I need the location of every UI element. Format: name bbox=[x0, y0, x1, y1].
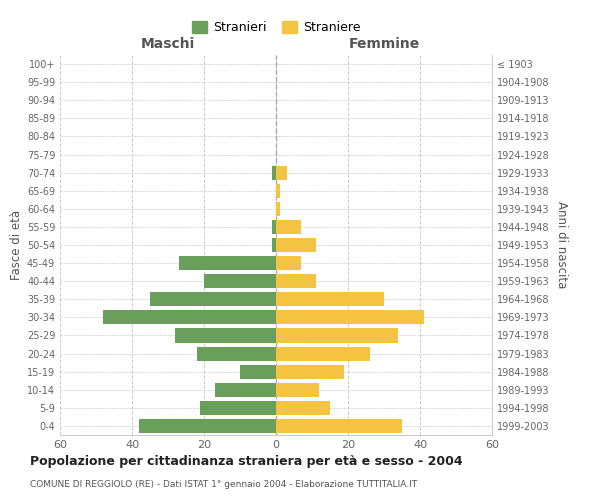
Y-axis label: Anni di nascita: Anni di nascita bbox=[555, 202, 568, 288]
Bar bbox=[276, 328, 398, 342]
Bar bbox=[276, 382, 319, 397]
Bar bbox=[276, 220, 301, 234]
Bar bbox=[272, 166, 276, 179]
Bar bbox=[276, 310, 424, 324]
Bar bbox=[276, 292, 384, 306]
Bar bbox=[276, 419, 402, 433]
Bar bbox=[276, 364, 344, 378]
Bar bbox=[150, 292, 276, 306]
Bar bbox=[215, 382, 276, 397]
Bar bbox=[276, 202, 280, 216]
Bar bbox=[272, 220, 276, 234]
Bar bbox=[276, 274, 316, 288]
Bar bbox=[276, 401, 330, 415]
Bar bbox=[240, 364, 276, 378]
Y-axis label: Fasce di età: Fasce di età bbox=[10, 210, 23, 280]
Bar bbox=[276, 238, 316, 252]
Legend: Stranieri, Straniere: Stranieri, Straniere bbox=[188, 18, 364, 38]
Bar bbox=[197, 346, 276, 360]
Bar bbox=[103, 310, 276, 324]
Bar bbox=[276, 166, 287, 179]
Bar bbox=[200, 401, 276, 415]
Bar bbox=[204, 274, 276, 288]
Bar bbox=[179, 256, 276, 270]
Text: Popolazione per cittadinanza straniera per età e sesso - 2004: Popolazione per cittadinanza straniera p… bbox=[30, 455, 463, 468]
Text: Femmine: Femmine bbox=[349, 38, 419, 52]
Bar bbox=[276, 346, 370, 360]
Text: COMUNE DI REGGIOLO (RE) - Dati ISTAT 1° gennaio 2004 - Elaborazione TUTTITALIA.I: COMUNE DI REGGIOLO (RE) - Dati ISTAT 1° … bbox=[30, 480, 417, 489]
Bar bbox=[272, 238, 276, 252]
Text: Maschi: Maschi bbox=[141, 38, 195, 52]
Bar bbox=[175, 328, 276, 342]
Bar bbox=[276, 256, 301, 270]
Bar bbox=[139, 419, 276, 433]
Bar bbox=[276, 184, 280, 198]
